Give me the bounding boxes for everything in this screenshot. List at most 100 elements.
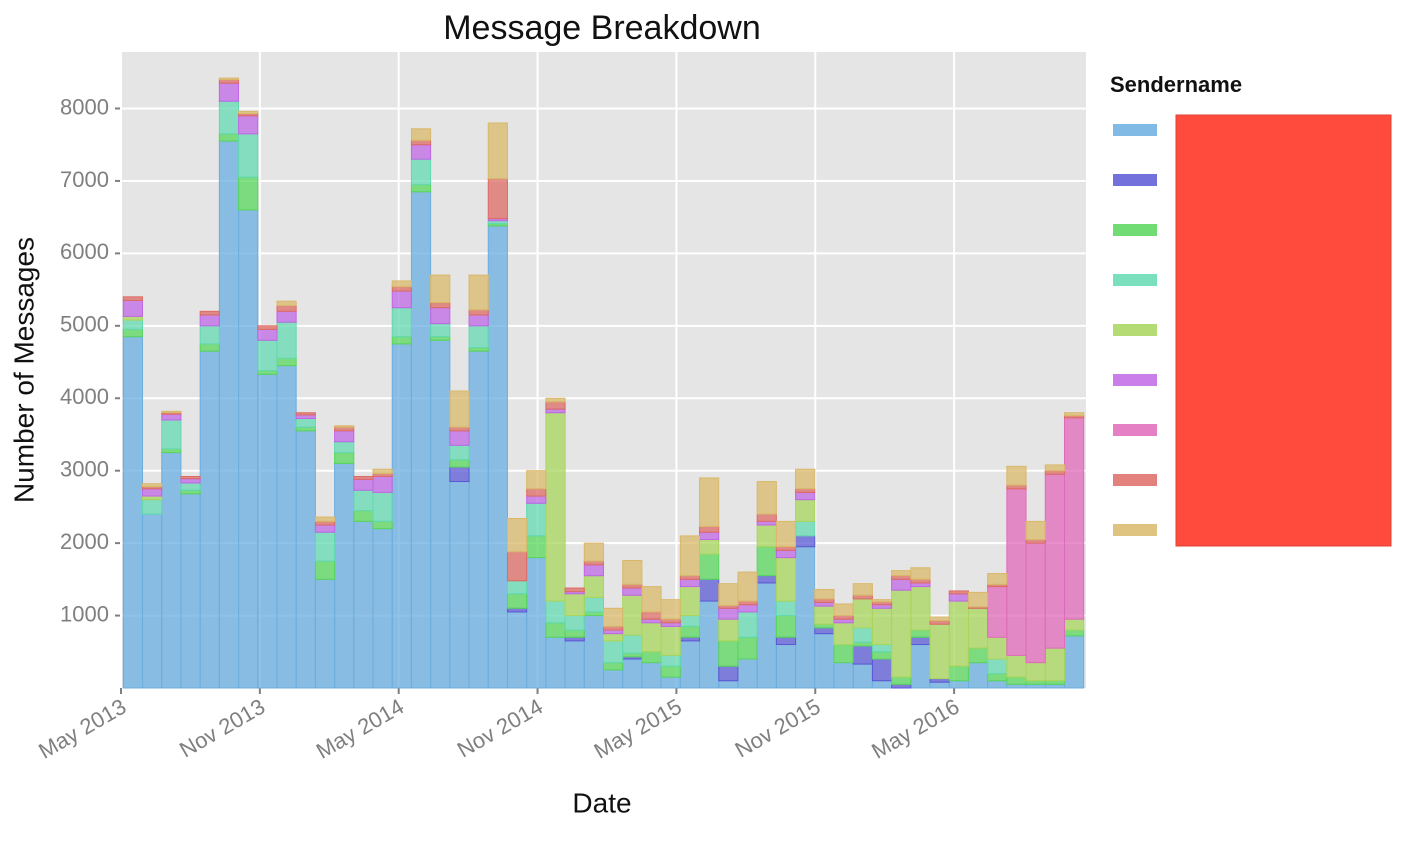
bar-segment: [833, 622, 854, 646]
bar-segment: [795, 520, 816, 537]
bar-segment: [449, 466, 470, 483]
bar-segment: [583, 575, 604, 598]
y-tick-label: 8000: [60, 94, 109, 119]
bar-segment: [603, 607, 624, 627]
bar-segment: [276, 305, 297, 312]
bar-segment: [564, 636, 585, 642]
bar-segment: [814, 627, 835, 635]
bar-segment: [871, 651, 893, 660]
bar-segment: [929, 623, 950, 680]
chart-title: Message Breakdown: [443, 9, 761, 47]
bar-segment: [718, 640, 739, 667]
bar-segment: [238, 176, 259, 211]
bar-segment: [487, 225, 508, 689]
y-tick-label: 2000: [60, 529, 109, 554]
bar-segment: [430, 307, 451, 325]
bar-segment: [852, 598, 873, 629]
bar-segment: [199, 343, 220, 352]
bar-segment: [583, 560, 604, 566]
bar-segment: [833, 603, 854, 617]
bar-segment: [218, 77, 240, 81]
y-axis-label: Number of Messages: [8, 237, 39, 503]
bar-segment: [468, 350, 489, 689]
bar-segment: [391, 290, 412, 309]
bar-segment: [929, 681, 950, 689]
bar-segment: [353, 475, 374, 480]
bar-segment: [180, 478, 201, 484]
bar-segment: [218, 79, 240, 84]
bar-segment: [948, 680, 969, 689]
legend-swatch: [1113, 424, 1157, 436]
bar-segment: [122, 336, 144, 689]
bar-segment: [180, 475, 201, 480]
bar-segment: [718, 618, 739, 642]
bar-segment: [871, 644, 893, 653]
bar-segment: [372, 520, 393, 530]
bar-segment: [410, 184, 432, 193]
bar-segment: [622, 652, 643, 658]
bar-segment: [929, 620, 950, 625]
x-axis-label: Date: [572, 787, 631, 818]
bar-segment: [660, 665, 681, 678]
bar-segment: [660, 622, 681, 627]
bar-segment: [603, 625, 624, 631]
bar-segment: [1025, 520, 1046, 541]
bar-segment: [737, 604, 758, 613]
bar-segment: [795, 499, 816, 522]
bar-segment: [622, 583, 643, 589]
bar-segment: [218, 82, 240, 102]
bar-segment: [929, 616, 950, 622]
bar-segment: [852, 641, 873, 647]
bar-segment: [506, 611, 528, 689]
x-tick-label: May 2015: [590, 694, 686, 764]
bar-segment: [641, 618, 662, 624]
bar-segment: [487, 178, 508, 220]
bar-segment: [987, 586, 1008, 638]
bar-segment: [756, 481, 777, 515]
bar-segment: [1063, 618, 1085, 631]
bar-segment: [795, 546, 816, 689]
bar-segment: [583, 596, 604, 613]
bar-segment: [199, 314, 220, 327]
bar-segment: [468, 347, 489, 352]
bar-segment: [1063, 635, 1085, 689]
bar-segment: [641, 586, 662, 613]
bar-segment: [122, 328, 144, 338]
bar-segment: [372, 468, 393, 475]
bar-segment: [430, 339, 451, 689]
bar-segment: [871, 607, 893, 646]
bar-segment: [430, 323, 451, 338]
bar-segment: [218, 133, 240, 142]
bar-segment: [161, 419, 182, 450]
bar-segment: [238, 209, 259, 689]
legend-swatch: [1113, 174, 1157, 186]
bar-segment: [871, 604, 893, 609]
bar-segment: [295, 414, 316, 420]
bar-segment: [699, 531, 720, 541]
bar-segment: [775, 557, 797, 602]
bar-segment: [910, 636, 931, 646]
bar-segment: [775, 549, 797, 559]
bar-segment: [353, 478, 374, 491]
bar-segment: [622, 560, 643, 585]
bar-segment: [487, 122, 508, 180]
bar-segment: [814, 598, 835, 604]
bar-segment: [526, 535, 547, 559]
bar-segment: [353, 510, 374, 522]
bar-segment: [1025, 662, 1046, 682]
bar-segment: [1063, 629, 1085, 637]
bar-segment: [737, 636, 758, 660]
bar-segment: [314, 520, 336, 526]
bar-segment: [891, 676, 912, 685]
bar-segment: [122, 299, 144, 317]
bar-segment: [372, 528, 393, 689]
bar-segment: [775, 644, 797, 689]
bar-segment: [987, 658, 1008, 675]
bar-segment: [679, 615, 701, 627]
bar-segment: [526, 502, 547, 537]
bar-segment: [238, 110, 259, 115]
bar-segment: [545, 408, 566, 414]
bar-segment: [276, 365, 297, 689]
bar-segment: [775, 546, 797, 551]
bar-segment: [276, 357, 297, 367]
